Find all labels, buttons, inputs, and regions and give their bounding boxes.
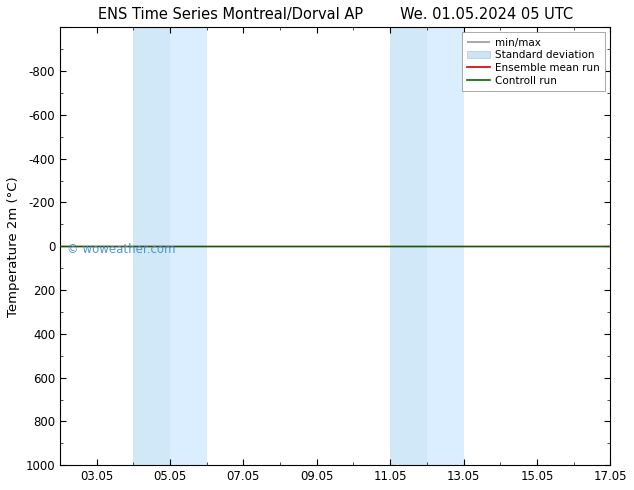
Y-axis label: Temperature 2m (°C): Temperature 2m (°C) <box>7 176 20 317</box>
Title: ENS Time Series Montreal/Dorval AP        We. 01.05.2024 05 UTC: ENS Time Series Montreal/Dorval AP We. 0… <box>98 7 573 22</box>
Bar <box>133 27 170 465</box>
Bar <box>427 27 463 465</box>
Legend: min/max, Standard deviation, Ensemble mean run, Controll run: min/max, Standard deviation, Ensemble me… <box>462 32 605 91</box>
Bar <box>390 27 427 465</box>
Text: © woweather.com: © woweather.com <box>67 243 176 256</box>
Bar <box>170 27 207 465</box>
